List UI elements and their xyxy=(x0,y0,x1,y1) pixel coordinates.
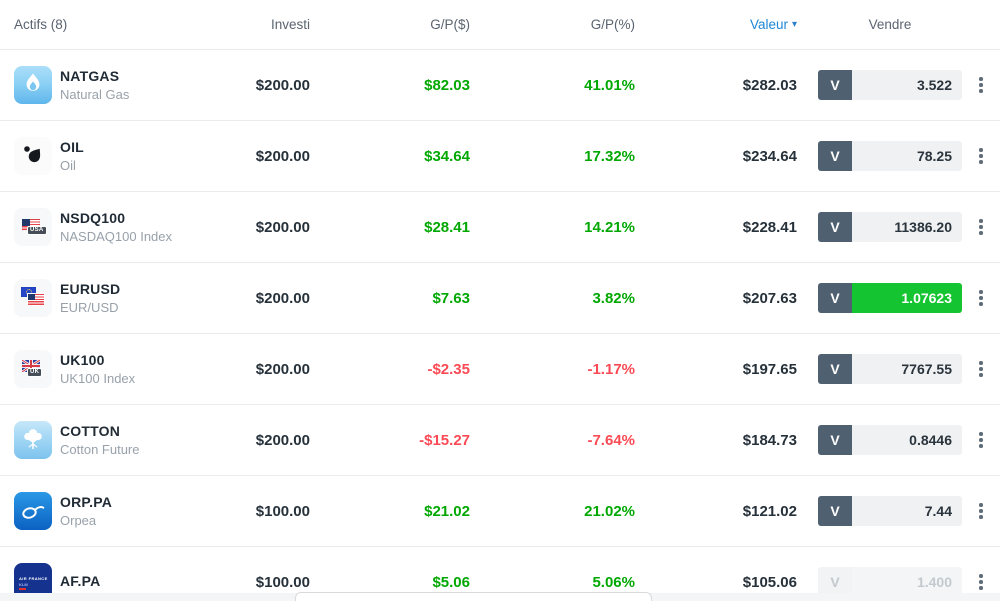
asset-row[interactable]: NATGAS Natural Gas $200.00 $82.03 41.01% $282… xyxy=(0,50,1000,121)
oil-drop-icon xyxy=(14,137,52,175)
gp-dollar-value: -$15.27 xyxy=(419,431,470,449)
gp-percent-value: 17.32% xyxy=(584,147,635,165)
sell-button[interactable]: V xyxy=(818,141,852,171)
asset-name: Oil xyxy=(60,158,76,173)
asset-name: Natural Gas xyxy=(60,87,130,102)
row-menu-icon[interactable] xyxy=(975,428,987,452)
sell-rate-button[interactable]: 7.44 xyxy=(852,496,962,526)
value-header-label: Valeur xyxy=(749,17,788,32)
invested-value: $200.00 xyxy=(255,147,310,165)
gp-percent-value: 5.06% xyxy=(592,573,635,591)
asset-row[interactable]: EURUSD EUR/USD $200.00 $7.63 3.82% $207.63 V 1.… xyxy=(0,263,1000,334)
invested-value: $200.00 xyxy=(255,289,310,307)
sell-rate-button[interactable]: 1.400 xyxy=(852,567,962,597)
asset-name: Orpea xyxy=(60,513,97,528)
usa-flag-icon: USA xyxy=(14,208,52,246)
current-value: $184.73 xyxy=(742,431,797,449)
bottom-popover-edge xyxy=(295,592,652,601)
gp-percent-value: -7.64% xyxy=(587,431,635,449)
sell-rate-button[interactable]: 7767.55 xyxy=(852,354,962,384)
sell-rate-button[interactable]: 0.8446 xyxy=(852,425,962,455)
row-menu-icon[interactable] xyxy=(975,499,987,523)
current-value: $121.02 xyxy=(742,502,797,520)
row-menu-icon[interactable] xyxy=(975,73,987,97)
caret-down-icon: ▾ xyxy=(791,19,797,30)
sell-rate-button[interactable]: 78.25 xyxy=(852,141,962,171)
asset-row[interactable]: ORP.PA Orpea $100.00 $21.02 21.02% $121.02 V 7.… xyxy=(0,476,1000,547)
row-menu-icon[interactable] xyxy=(975,286,987,310)
sell-rate-button[interactable]: 1.07623 xyxy=(852,283,962,313)
current-value: $105.06 xyxy=(742,573,797,591)
gp-dollar-value: $34.64 xyxy=(424,147,470,165)
column-header-invested[interactable]: Investi xyxy=(270,17,310,32)
invested-value: $200.00 xyxy=(255,360,310,378)
gp-percent-value: 41.01% xyxy=(584,76,635,94)
column-header-gp-dollar[interactable]: G/P($) xyxy=(430,17,470,32)
table-header: Actifs (8) Investi G/P($) G/P(%) Valeur … xyxy=(0,0,1000,50)
orpea-logo-icon xyxy=(14,492,52,530)
natural-gas-flame-icon xyxy=(14,66,52,104)
gp-dollar-value: $5.06 xyxy=(432,573,470,591)
row-menu-icon[interactable] xyxy=(975,357,987,381)
row-menu-icon[interactable] xyxy=(975,144,987,168)
gp-dollar-value: $82.03 xyxy=(424,76,470,94)
invested-value: $100.00 xyxy=(255,502,310,520)
flag-country-badge: USA xyxy=(27,226,47,235)
asset-row[interactable]: OIL Oil $200.00 $34.64 17.32% $234.64 V 78.25 xyxy=(0,121,1000,192)
current-value: $197.65 xyxy=(742,360,797,378)
gp-percent-value: 21.02% xyxy=(584,502,635,520)
asset-name: NASDAQ100 Index xyxy=(60,229,173,244)
invested-value: $200.00 xyxy=(255,76,310,94)
gp-dollar-value: $7.63 xyxy=(432,289,470,307)
column-header-value-sorted[interactable]: Valeur ▾ xyxy=(635,17,797,32)
eur-usd-flags-icon xyxy=(14,279,52,317)
asset-symbol: NSDQ100 xyxy=(60,210,126,226)
asset-symbol: OIL xyxy=(60,139,84,155)
column-header-gp-percent[interactable]: G/P(%) xyxy=(590,17,635,32)
current-value: $234.64 xyxy=(742,147,797,165)
current-value: $228.41 xyxy=(742,218,797,236)
sell-button[interactable]: V xyxy=(818,283,852,313)
asset-symbol: AF.PA xyxy=(60,572,101,589)
sell-button[interactable]: V xyxy=(818,567,852,597)
gp-percent-value: 3.82% xyxy=(592,289,635,307)
sell-button[interactable]: V xyxy=(818,425,852,455)
uk-flag-icon: UK xyxy=(14,350,52,388)
asset-rows-list: NATGAS Natural Gas $200.00 $82.03 41.01% $282… xyxy=(0,50,1000,601)
cotton-plant-icon xyxy=(14,421,52,459)
asset-symbol: NATGAS xyxy=(60,68,120,84)
column-header-sell: Vendre xyxy=(868,17,912,32)
gp-percent-value: -1.17% xyxy=(587,360,635,378)
asset-name: Cotton Future xyxy=(60,442,140,457)
sell-button[interactable]: V xyxy=(818,212,852,242)
invested-value: $200.00 xyxy=(255,431,310,449)
asset-symbol: EURUSD xyxy=(60,281,121,297)
sell-rate-button[interactable]: 11386.20 xyxy=(852,212,962,242)
invested-value: $200.00 xyxy=(255,218,310,236)
current-value: $207.63 xyxy=(742,289,797,307)
current-value: $282.03 xyxy=(742,76,797,94)
sell-button[interactable]: V xyxy=(818,70,852,100)
sell-rate-button[interactable]: 3.522 xyxy=(852,70,962,100)
asset-symbol: UK100 xyxy=(60,352,105,368)
row-menu-icon[interactable] xyxy=(975,570,987,594)
gp-dollar-value: -$2.35 xyxy=(427,360,470,378)
gp-dollar-value: $21.02 xyxy=(424,502,470,520)
flag-country-badge: UK xyxy=(27,368,43,377)
asset-name: EUR/USD xyxy=(60,300,119,315)
sell-button[interactable]: V xyxy=(818,496,852,526)
asset-symbol: COTTON xyxy=(60,423,121,439)
gp-dollar-value: $28.41 xyxy=(424,218,470,236)
invested-value: $100.00 xyxy=(255,573,310,591)
asset-row[interactable]: UK UK100 UK100 Index $200.00 -$2.35 -1.17% $19… xyxy=(0,334,1000,405)
column-header-assets: Actifs (8) xyxy=(14,17,68,32)
sell-button[interactable]: V xyxy=(818,354,852,384)
gp-percent-value: 14.21% xyxy=(584,218,635,236)
asset-row[interactable]: COTTON Cotton Future $200.00 -$15.27 -7.64% $… xyxy=(0,405,1000,476)
row-menu-icon[interactable] xyxy=(975,215,987,239)
asset-symbol: ORP.PA xyxy=(60,494,113,510)
asset-row[interactable]: USA NSDQ100 NASDAQ100 Index $200.00 $28.41 14… xyxy=(0,192,1000,263)
asset-name: UK100 Index xyxy=(60,371,136,386)
